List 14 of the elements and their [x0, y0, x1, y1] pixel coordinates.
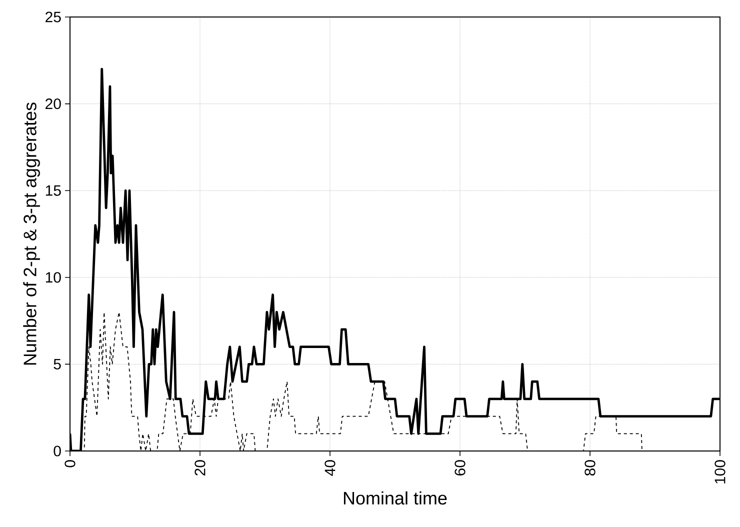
x-tick-label: 20	[194, 460, 206, 476]
y-axis-title: Number of 2-pt & 3-pt aggrerates	[23, 102, 40, 365]
x-axis-title: Nominal time	[344, 491, 447, 505]
x-tick-label: 40	[324, 460, 336, 476]
y-tick-label: 25	[46, 12, 61, 22]
x-tick-label: 0	[64, 460, 76, 468]
x-tick-label: 100	[714, 460, 726, 484]
y-tick-label: 20	[46, 98, 61, 110]
y-tick-label: 0	[54, 446, 61, 456]
y-tick-label: 10	[46, 272, 61, 283]
y-tick-label: 5	[54, 358, 61, 370]
y-tick-label: 15	[46, 185, 61, 196]
x-tick-label: 80	[584, 460, 596, 476]
x-tick-label: 60	[454, 460, 466, 476]
